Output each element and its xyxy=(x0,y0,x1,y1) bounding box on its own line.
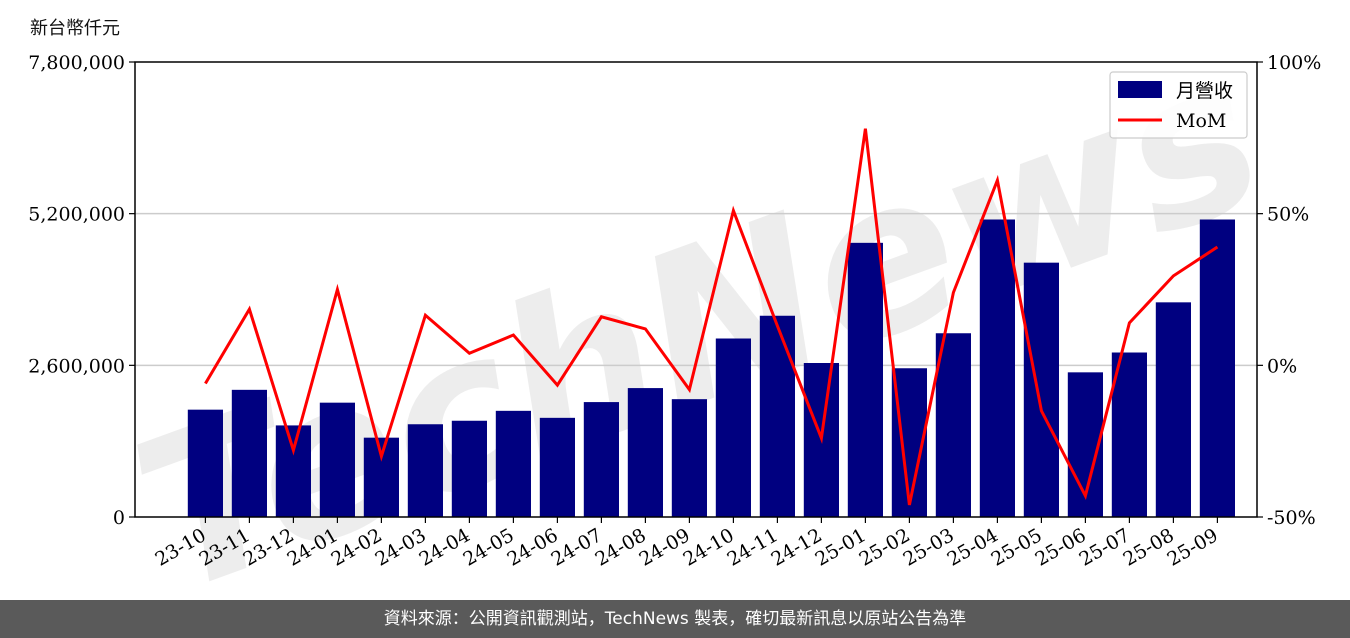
right-tick-label: 100% xyxy=(1267,52,1321,74)
right-tick-label: -50% xyxy=(1267,507,1316,529)
mom-line xyxy=(204,128,1219,506)
left-tick-label: 0 xyxy=(113,507,125,529)
bar xyxy=(979,219,1015,517)
bar xyxy=(275,425,311,517)
bar xyxy=(1111,352,1147,517)
bar xyxy=(407,424,443,517)
source-footer: 資料來源：公開資訊觀測站，TechNews 製表，確切最新訊息以原站公告為準 xyxy=(0,600,1350,638)
left-tick-label: 7,800,000 xyxy=(28,52,125,74)
legend-label-line: MoM xyxy=(1176,110,1226,132)
left-tick-label: 5,200,000 xyxy=(28,204,125,226)
bar xyxy=(583,402,619,517)
bar xyxy=(1155,302,1191,517)
bar xyxy=(1199,219,1235,517)
bar xyxy=(187,409,223,517)
left-tick-label: 2,600,000 xyxy=(28,355,125,377)
bar xyxy=(627,388,663,517)
right-tick-label: 0% xyxy=(1267,355,1297,377)
plot-frame xyxy=(134,61,1258,518)
bar xyxy=(319,402,355,517)
x-tick-label: 25-09 xyxy=(1163,524,1221,570)
bar xyxy=(671,399,707,517)
right-tick-label: 50% xyxy=(1267,204,1309,226)
bar xyxy=(451,420,487,517)
bar xyxy=(935,333,971,517)
bar xyxy=(363,437,399,517)
legend-label-bar: 月營收 xyxy=(1176,80,1233,102)
bar xyxy=(495,410,531,517)
chart: 0 2,600,000 5,200,000 7,800,000 -50% 0% 50% 100… xyxy=(28,52,1321,571)
bar xyxy=(539,417,575,517)
unit-label: 新台幣仟元 xyxy=(30,18,120,39)
bar xyxy=(1023,262,1059,517)
legend-swatch-bar xyxy=(1118,81,1162,98)
bar xyxy=(759,315,795,517)
bar xyxy=(231,389,267,517)
bar xyxy=(715,338,751,517)
bar xyxy=(847,242,883,518)
